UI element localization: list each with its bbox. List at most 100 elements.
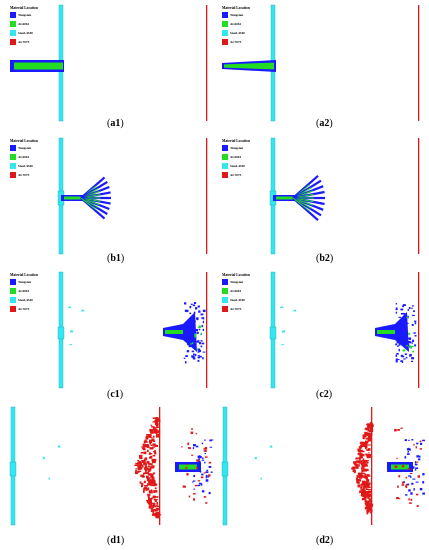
al7075-plate	[418, 272, 420, 388]
debris-particle	[401, 465, 405, 468]
debris-particle	[400, 308, 404, 311]
al7075-debris	[144, 469, 147, 473]
al7075-debris	[369, 433, 373, 436]
debris-particle	[196, 317, 199, 320]
debris-particle	[189, 312, 192, 315]
al7075-debris	[361, 445, 364, 448]
al7075-debris	[363, 483, 368, 486]
al7075-debris	[137, 464, 141, 468]
al7075-debris	[362, 461, 366, 464]
al7075-debris	[139, 481, 142, 484]
al7075-debris	[148, 441, 153, 444]
debris-particle	[403, 313, 406, 315]
al7075-debris	[144, 465, 148, 469]
al7075-debris	[366, 504, 370, 508]
label-close-paren: )	[330, 535, 333, 546]
legend-title: Material Location	[222, 6, 250, 10]
al7075-debris	[141, 466, 144, 468]
al7075-debris	[363, 475, 367, 478]
al7075-debris	[147, 471, 149, 475]
al7075-debris	[150, 424, 153, 426]
debris-particle	[198, 349, 201, 353]
debris-particle	[192, 357, 196, 360]
legend-swatch-al-6061	[10, 21, 16, 27]
debris-particle	[410, 498, 413, 501]
debris-particle	[201, 490, 205, 493]
debris-particle	[400, 427, 403, 429]
debris-particle	[191, 334, 193, 337]
debris-particle	[398, 336, 402, 340]
al7075-debris	[367, 448, 371, 451]
al7075-debris	[154, 451, 157, 455]
al7075-debris	[357, 464, 360, 466]
al7075-debris	[149, 442, 152, 445]
legend-title: Material Location	[10, 139, 38, 143]
al7075-debris	[141, 476, 145, 478]
debris-particle	[405, 494, 408, 496]
debris-particle	[197, 355, 200, 357]
label-open-paren: (	[107, 535, 111, 546]
al7075-debris	[150, 481, 155, 484]
al7075-debris	[147, 480, 152, 482]
debris-particle	[419, 487, 423, 491]
legend-swatch-al-6061	[222, 288, 228, 294]
al7075-debris	[360, 483, 364, 486]
debris-particle	[413, 332, 416, 334]
debris-particle	[398, 348, 401, 352]
al7075-debris	[150, 432, 153, 434]
label-id: c2	[319, 389, 328, 400]
debris-particle	[205, 479, 209, 482]
al7075-debris	[368, 425, 373, 427]
debris-particle	[187, 323, 190, 326]
al7075-debris	[366, 468, 369, 471]
al7075-debris	[152, 421, 157, 423]
al7075-debris	[154, 483, 158, 486]
al7075-debris	[144, 439, 147, 442]
debris-particle	[194, 333, 197, 336]
al7075-debris	[149, 479, 153, 481]
al7075-debris	[359, 454, 362, 457]
al7075-debris	[359, 456, 362, 460]
debris-particle	[395, 360, 398, 363]
legend: Material Location Tungsten Al-6061 Steel-43…	[10, 139, 38, 178]
al7075-debris	[368, 493, 372, 497]
al6061-core	[391, 464, 409, 470]
al7075-debris	[156, 418, 158, 422]
debris-particle	[399, 328, 401, 330]
debris-particle	[186, 350, 190, 353]
al7075-debris	[151, 507, 153, 510]
al7075-debris	[365, 507, 369, 510]
label-id: d1	[110, 535, 121, 546]
debris-particle	[406, 483, 410, 486]
al7075-debris	[366, 501, 369, 504]
al7075-debris	[156, 418, 160, 420]
al7075-debris	[362, 437, 365, 440]
al7075-debris	[147, 495, 150, 498]
al7075-debris	[366, 434, 369, 436]
debris-particle	[404, 353, 407, 355]
al7075-debris	[142, 444, 146, 446]
debris-particle	[184, 467, 188, 469]
al7075-debris	[369, 502, 372, 505]
al7075-debris	[367, 435, 370, 437]
debris-particle	[416, 455, 420, 458]
al7075-debris	[142, 464, 147, 466]
legend-swatch-al-7075	[10, 172, 16, 178]
debris-particle	[413, 443, 415, 446]
debris-particle	[202, 317, 205, 320]
al7075-debris	[145, 488, 148, 491]
debris-particle	[201, 473, 204, 476]
al7075-debris	[361, 443, 365, 446]
al7075-debris	[149, 504, 152, 507]
al7075-debris	[361, 469, 364, 473]
debris-particle	[401, 484, 405, 486]
al7075-debris	[142, 448, 146, 451]
legend-swatch-steel-4340	[10, 30, 16, 36]
debris-particle	[414, 461, 417, 464]
debris-particle	[204, 456, 208, 458]
debris-particle	[413, 310, 415, 313]
al7075-debris	[153, 458, 157, 462]
panel-label-d2: (d2)	[316, 535, 333, 546]
debris-particle	[204, 449, 207, 453]
debris-particle	[409, 341, 412, 344]
